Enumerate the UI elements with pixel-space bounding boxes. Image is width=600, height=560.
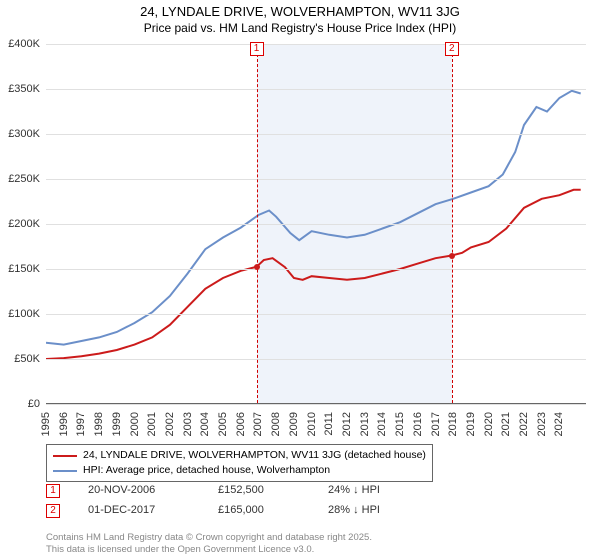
y-tick-label: £150K [8,263,40,275]
event-marker-line [257,44,258,403]
y-tick-label: £0 [28,398,40,410]
x-tick-label: 2005 [217,412,229,436]
y-gridline [46,134,586,135]
x-tick-label: 1999 [111,412,123,436]
x-tick-label: 2015 [394,412,406,436]
y-gridline [46,404,586,405]
x-tick-label: 2001 [146,412,158,436]
legend-swatch [53,470,77,472]
y-gridline [46,89,586,90]
event-diff: 28% ↓ HPI [328,504,380,516]
event-price: £152,500 [218,484,328,496]
event-row: 2 01-DEC-2017£165,00028% ↓ HPI [46,504,380,524]
x-tick-label: 2010 [306,412,318,436]
event-date: 01-DEC-2017 [88,504,218,516]
y-tick-label: £350K [8,83,40,95]
x-tick-label: 2023 [536,412,548,436]
y-tick-label: £50K [14,353,40,365]
x-tick-label: 2009 [288,412,300,436]
x-tick-label: 1995 [40,412,52,436]
event-marker-line [452,44,453,403]
title-main: 24, LYNDALE DRIVE, WOLVERHAMPTON, WV11 3… [0,4,600,19]
x-axis: 1995199619971998199920002001200220032004… [46,408,586,448]
x-tick-label: 2020 [483,412,495,436]
x-tick-label: 2003 [182,412,194,436]
x-tick-label: 2019 [465,412,477,436]
event-date: 20-NOV-2006 [88,484,218,496]
y-tick-label: £200K [8,218,40,230]
x-tick-label: 1997 [75,412,87,436]
event-marker-badge: 1 [250,42,264,56]
plot-area: 12 [46,44,586,404]
footnote-line-1: Contains HM Land Registry data © Crown c… [46,532,372,544]
chart-container: 24, LYNDALE DRIVE, WOLVERHAMPTON, WV11 3… [0,0,600,560]
legend-item: HPI: Average price, detached house, Wolv… [53,463,426,478]
x-tick-label: 2006 [235,412,247,436]
title-block: 24, LYNDALE DRIVE, WOLVERHAMPTON, WV11 3… [0,0,600,35]
y-axis: £0£50K£100K£150K£200K£250K£300K£350K£400… [0,44,44,404]
y-tick-label: £100K [8,308,40,320]
sale-dot [254,264,260,270]
x-tick-label: 2011 [323,412,335,436]
x-tick-label: 1998 [93,412,105,436]
legend-label: 24, LYNDALE DRIVE, WOLVERHAMPTON, WV11 3… [83,448,426,463]
x-tick-label: 2016 [412,412,424,436]
event-price: £165,000 [218,504,328,516]
y-gridline [46,269,586,270]
event-badge: 2 [46,504,60,518]
sale-dot [449,253,455,259]
x-tick-label: 2004 [199,412,211,436]
x-tick-label: 2013 [359,412,371,436]
y-gridline [46,179,586,180]
title-sub: Price paid vs. HM Land Registry's House … [0,21,600,35]
events-table: 1 20-NOV-2006£152,50024% ↓ HPI 2 01-DEC-201… [46,484,380,524]
x-tick-label: 1996 [58,412,70,436]
x-tick-label: 2022 [518,412,530,436]
event-diff: 24% ↓ HPI [328,484,380,496]
legend-label: HPI: Average price, detached house, Wolv… [83,463,330,478]
legend-swatch [53,455,77,457]
x-tick-label: 2024 [553,412,565,436]
legend-item: 24, LYNDALE DRIVE, WOLVERHAMPTON, WV11 3… [53,448,426,463]
x-tick-label: 2021 [500,412,512,436]
x-tick-label: 2008 [270,412,282,436]
x-tick-label: 2007 [252,412,264,436]
y-gridline [46,314,586,315]
y-gridline [46,224,586,225]
x-tick-label: 2017 [430,412,442,436]
x-tick-label: 2012 [341,412,353,436]
event-row: 1 20-NOV-2006£152,50024% ↓ HPI [46,484,380,504]
y-tick-label: £400K [8,38,40,50]
event-marker-badge: 2 [445,42,459,56]
x-tick-label: 2014 [376,412,388,436]
y-tick-label: £250K [8,173,40,185]
x-tick-label: 2002 [164,412,176,436]
series-line-price_paid [46,190,581,359]
y-tick-label: £300K [8,128,40,140]
series-line-hpi [46,91,581,345]
event-badge: 1 [46,484,60,498]
x-tick-label: 2018 [447,412,459,436]
legend: 24, LYNDALE DRIVE, WOLVERHAMPTON, WV11 3… [46,444,433,482]
y-gridline [46,359,586,360]
footnote-line-2: This data is licensed under the Open Gov… [46,544,372,556]
y-gridline [46,44,586,45]
footnote: Contains HM Land Registry data © Crown c… [46,532,372,556]
x-tick-label: 2000 [129,412,141,436]
